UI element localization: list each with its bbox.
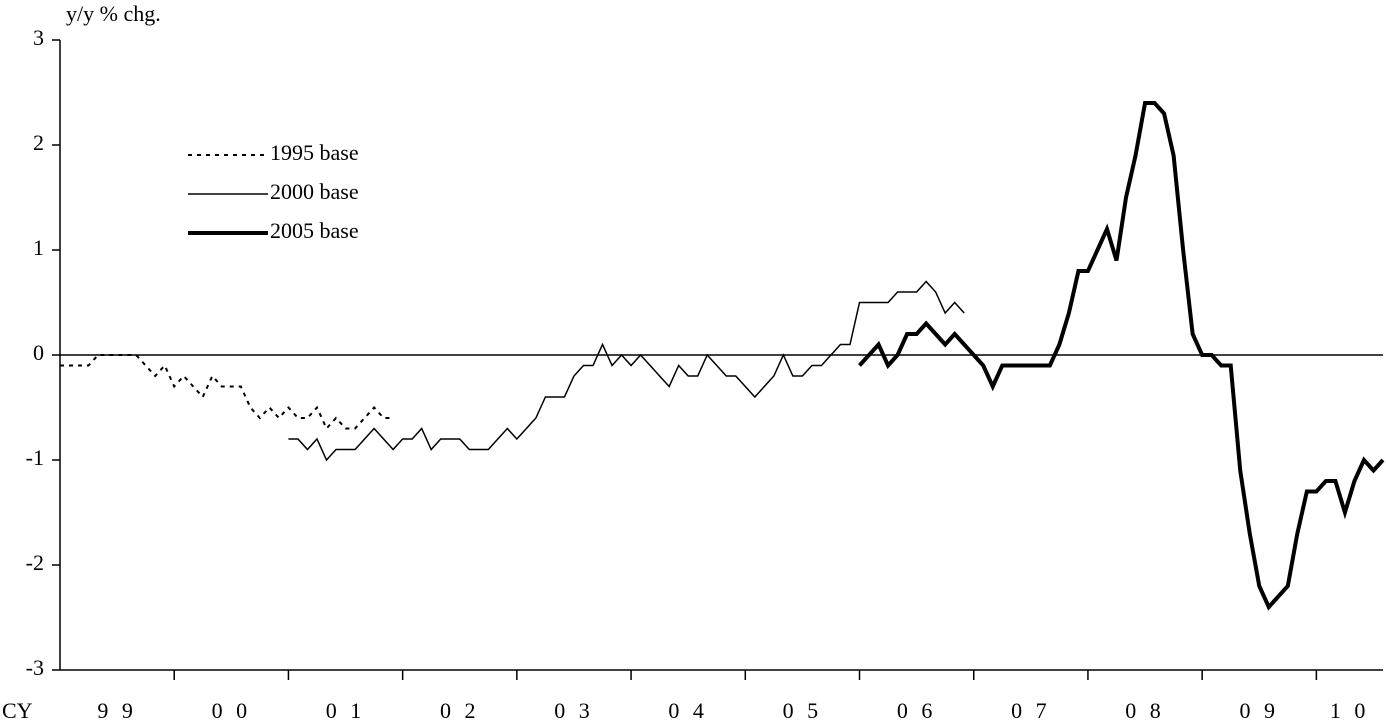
x-tick-label: 9 9 — [97, 698, 137, 723]
x-tick-label: 0 7 — [1011, 698, 1051, 723]
y-tick-label: 3 — [33, 25, 44, 50]
x-tick-label: 0 8 — [1125, 698, 1165, 723]
legend-label: 2000 base — [270, 179, 359, 204]
series-line — [60, 354, 394, 431]
y-tick-label: 0 — [33, 340, 44, 365]
legend-label: 2005 base — [270, 218, 359, 243]
x-axis-label: CY — [2, 698, 33, 723]
y-tick-label: -3 — [26, 655, 44, 680]
x-tick-label: 0 2 — [440, 698, 480, 723]
y-tick-label: -1 — [26, 445, 44, 470]
y-tick-label: -2 — [26, 550, 44, 575]
series-line — [288, 280, 965, 462]
x-tick-label: 0 0 — [212, 698, 252, 723]
y-tick-label: 1 — [33, 235, 44, 260]
x-tick-label: 0 3 — [554, 698, 594, 723]
x-tick-label: 1 0 — [1330, 698, 1370, 723]
legend-label: 1995 base — [270, 140, 359, 165]
y-axis-label: y/y % chg. — [66, 1, 161, 26]
x-tick-label: 0 4 — [668, 698, 708, 723]
x-tick-label: 0 6 — [897, 698, 937, 723]
x-tick-label: 0 5 — [783, 698, 823, 723]
x-tick-label: 0 1 — [326, 698, 366, 723]
y-tick-label: 2 — [33, 130, 44, 155]
series-line — [858, 101, 1385, 611]
x-tick-label: 0 9 — [1240, 698, 1280, 723]
